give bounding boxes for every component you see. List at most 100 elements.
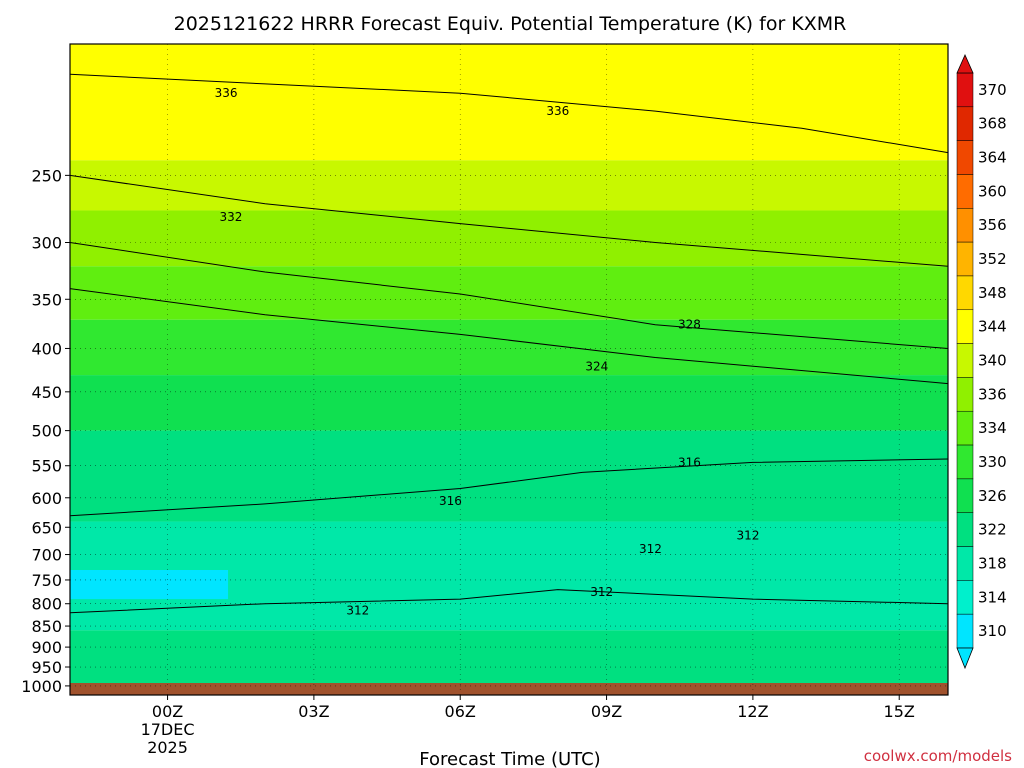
contour-label-316: 316 (678, 455, 701, 469)
contour-label-text: 312 (590, 585, 613, 599)
x-tick-label: 03Z (298, 702, 329, 721)
axes: 250 300 350 400 450 500 550 600 650 700 750 800 850 9… (21, 43, 949, 757)
colorbar-box (956, 275, 974, 311)
contour-label-text: 332 (220, 210, 243, 224)
contour-label-312: 312 (737, 529, 760, 543)
colorbar-box (956, 72, 974, 108)
y-tick-label: 350 (31, 290, 62, 309)
contour-label-336: 336 (215, 86, 238, 100)
x-tick-label: 15Z (884, 702, 915, 721)
colorbar-label: 368 (978, 115, 1007, 133)
y-tick-label: 600 (31, 489, 62, 508)
colorbar: 370 368 364 360 356 352 348 344 340 336 334 330 326 3… (956, 54, 1007, 670)
contour-label-text: 312 (639, 542, 662, 556)
colorbar-label: 310 (978, 622, 1007, 640)
colorbar-label: 352 (978, 250, 1007, 268)
y-tick-label: 700 (31, 546, 62, 565)
contour-336 (69, 73, 949, 154)
colorbar-box (956, 241, 974, 277)
contour-label-312: 312 (346, 604, 369, 618)
plot-area: 336 336 332 328 324 316 316 312 312 312 312 (69, 44, 949, 695)
plot-frame (69, 43, 949, 696)
colorbar-label: 330 (978, 453, 1007, 471)
colorbar-box (956, 546, 974, 581)
contour-label-332: 332 (220, 210, 243, 224)
x-tick-label: 06Z (445, 702, 476, 721)
y-tick-label: 450 (31, 383, 62, 402)
x-tick-label: 12Z (737, 702, 768, 721)
contour-label-312: 312 (639, 542, 662, 556)
colorbar-box (956, 140, 974, 175)
cold-pocket (70, 570, 229, 600)
y-tick-label: 650 (31, 518, 62, 537)
contour-label-text: 336 (546, 104, 569, 118)
chart-title: 2025121622 HRRR Forecast Equiv. Potentia… (174, 13, 847, 35)
colorbar-label: 336 (978, 385, 1007, 403)
x-tick-label: 00Z (152, 702, 183, 721)
contour-label-text: 328 (678, 318, 701, 332)
contour-label-336: 336 (546, 104, 569, 118)
colorbar-label: 356 (978, 216, 1007, 234)
contour-312 (69, 589, 949, 614)
y-tick-label: 400 (31, 339, 62, 358)
fill-band-326 (70, 319, 948, 376)
y-tick-label: 900 (31, 638, 62, 657)
colorbar-label: 360 (978, 182, 1007, 200)
contour-label-316: 316 (439, 494, 462, 508)
y-tick-label: 750 (31, 571, 62, 590)
colorbar-box (956, 580, 974, 615)
x-axis-label: Forecast Time (UTC) (419, 749, 600, 768)
contour-316 (69, 458, 949, 517)
colorbar-box (956, 478, 974, 513)
contour-label-text: 316 (678, 455, 701, 469)
y-tick-label: 500 (31, 422, 62, 441)
contour-label-text: 316 (439, 494, 462, 508)
credit-text: coolwx.com/models (864, 747, 1012, 765)
ground-strip (70, 683, 948, 695)
colorbar-box (956, 613, 974, 649)
fill-band-322 (70, 375, 948, 431)
y-tick-label: 250 (31, 166, 62, 185)
contour-label-text: 312 (346, 604, 369, 618)
y-tick-label: 800 (31, 595, 62, 614)
fill-band-336 (70, 160, 948, 211)
contour-332 (69, 174, 949, 267)
colorbar-box (956, 377, 974, 412)
colorbar-label: 318 (978, 554, 1007, 572)
colorbar-label: 322 (978, 521, 1007, 539)
colorbar-box (956, 208, 974, 243)
colorbar-label: 348 (978, 284, 1007, 302)
colorbar-box (956, 343, 974, 378)
colorbar-top-arrow (956, 54, 974, 74)
x-tick-sublabel: 17DEC (141, 720, 195, 739)
colorbar-box (956, 444, 974, 480)
y-tick-label: 850 (31, 617, 62, 636)
contour-label-328: 328 (678, 318, 701, 332)
contour-label-312: 312 (590, 585, 613, 599)
colorbar-bottom-arrow (956, 647, 974, 670)
contour-label-324: 324 (585, 359, 608, 373)
y-tick-label: 950 (31, 658, 62, 677)
colorbar-label: 326 (978, 487, 1007, 505)
colorbar-box (956, 309, 974, 344)
y-tick-label: 1000 (21, 677, 62, 696)
colorbar-label: 334 (978, 419, 1007, 437)
x-tick-sublabel: 2025 (147, 738, 188, 757)
colorbar-box (956, 410, 974, 446)
contour-label-text: 336 (215, 86, 238, 100)
colorbar-label: 364 (978, 149, 1007, 167)
fill-band-340 (70, 44, 948, 161)
colorbar-label: 340 (978, 352, 1007, 370)
y-tick-label: 300 (31, 234, 62, 253)
colorbar-box (956, 106, 974, 141)
contour-label-text: 312 (737, 529, 760, 543)
colorbar-label: 344 (978, 318, 1007, 336)
contour-label-text: 324 (585, 359, 608, 373)
colorbar-box (956, 512, 974, 547)
colorbar-label: 370 (978, 81, 1007, 99)
fill-band-328 (70, 266, 948, 320)
colorbar-label: 314 (978, 588, 1007, 606)
x-tick-label: 09Z (591, 702, 622, 721)
colorbar-box (956, 174, 974, 209)
